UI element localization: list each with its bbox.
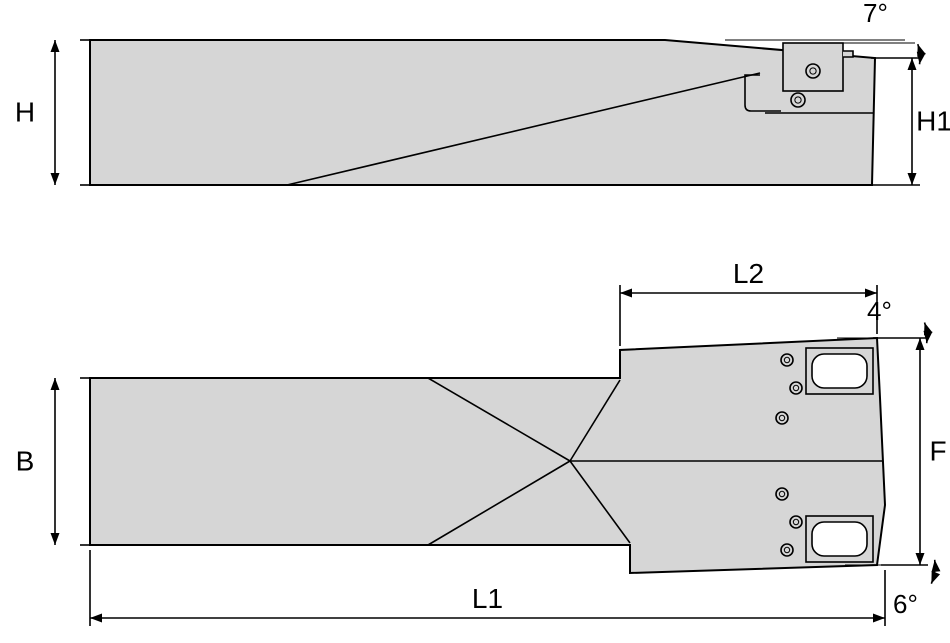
svg-text:L2: L2 [733,258,764,289]
angle-4: 4° [867,296,892,326]
top-body [90,40,875,185]
insert-pocket-bottom [812,522,867,556]
angle-7: 7° [863,0,888,28]
bottom-body [90,338,885,573]
svg-text:L1: L1 [472,583,503,614]
insert-pocket-top [812,354,867,388]
angle-6: 6° [893,589,918,619]
svg-text:H: H [15,97,35,128]
svg-text:B: B [16,446,35,477]
svg-text:F: F [929,436,946,467]
svg-text:H1: H1 [916,106,950,137]
bottom-view: B F L1 L2 4° 6° [16,258,947,626]
top-view: H H1 7° [15,0,950,185]
